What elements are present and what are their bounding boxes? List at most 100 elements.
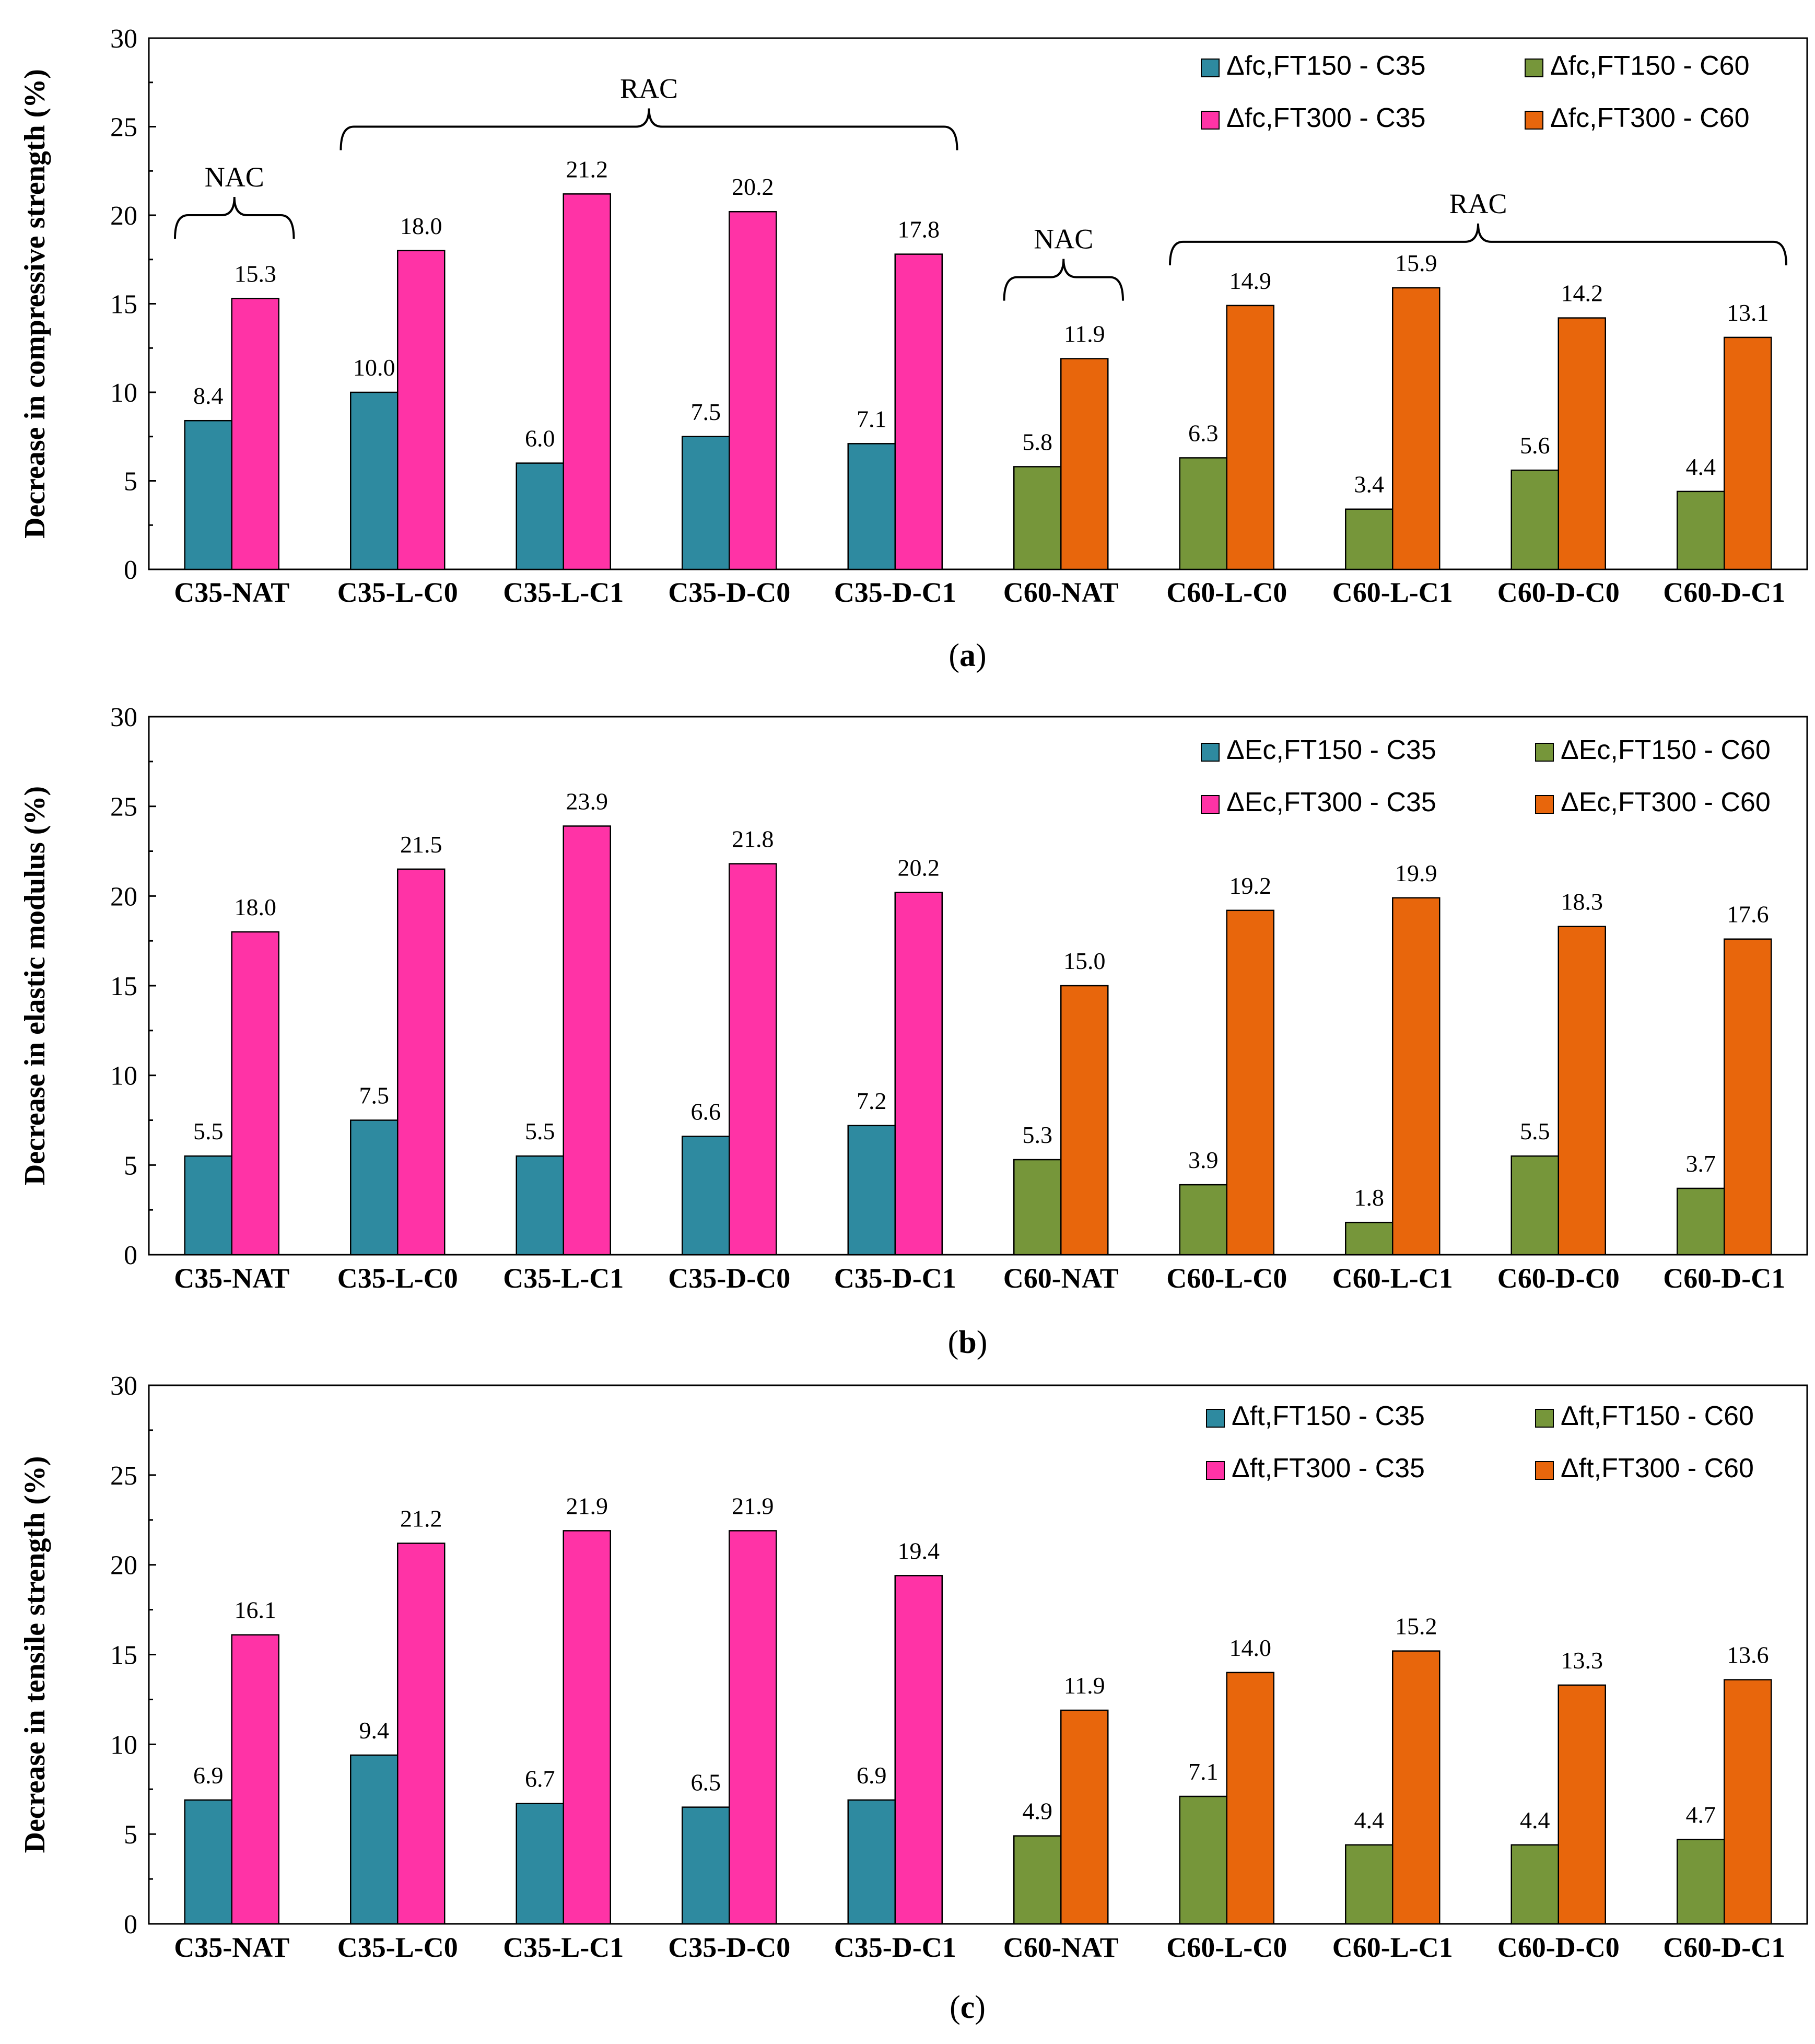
bar-ft150-c35-d-c0 — [682, 1136, 730, 1256]
bar-ft300-c60-d-c0 — [1558, 317, 1606, 570]
data-label-ft300: 19.4 — [898, 1537, 940, 1564]
x-tick-label: C60-L-C1 — [1332, 1932, 1453, 1963]
data-label-ft150: 6.6 — [691, 1098, 721, 1125]
x-tick-label: C60-L-C0 — [1166, 577, 1287, 608]
data-label-ft150: 7.2 — [857, 1088, 887, 1114]
x-tick-label: C60-D-C0 — [1497, 1932, 1620, 1963]
bar-ft300-c60-nat — [1060, 985, 1109, 1256]
bar-ft150-c35-nat — [184, 1799, 232, 1925]
data-label-ft150: 3.4 — [1354, 471, 1385, 498]
data-label-ft300: 21.8 — [732, 826, 774, 852]
data-label-ft150: 6.9 — [857, 1762, 887, 1789]
bar-ft300-c60-l-c1 — [1392, 897, 1441, 1256]
group-brace — [339, 108, 958, 150]
data-label-ft300: 11.9 — [1064, 321, 1105, 347]
x-tick-label: C60-L-C0 — [1166, 1263, 1287, 1294]
data-label-ft300: 13.1 — [1727, 299, 1769, 326]
data-label-ft300: 20.2 — [732, 173, 774, 200]
panel-label-letter: c — [961, 1990, 975, 2025]
x-tick-label: C60-L-C1 — [1332, 577, 1453, 608]
legend-entry: ΔEc,FT300 - C35 — [1226, 787, 1436, 817]
data-label-ft150: 7.1 — [857, 405, 887, 432]
y-tick-label: 0 — [124, 1910, 137, 1940]
data-label-ft300: 21.9 — [732, 1492, 774, 1519]
data-label-ft300: 14.0 — [1229, 1634, 1272, 1661]
data-label-ft300: 18.3 — [1561, 889, 1603, 915]
y-tick-label: 20 — [110, 201, 137, 231]
y-tick-label: 0 — [124, 1241, 137, 1270]
x-tick-label: C60-NAT — [1003, 1263, 1119, 1294]
panel-label-letter: a — [959, 638, 976, 673]
x-tick-label: C35-D-C0 — [668, 577, 790, 608]
panel-label-close: ) — [977, 1325, 988, 1360]
bar-ft150-c60-l-c1 — [1345, 1844, 1394, 1925]
bar-ft150-c35-l-c1 — [516, 1155, 564, 1256]
y-axis-label: Decrease in elastic modulus (%) — [19, 786, 51, 1185]
y-tick-label: 30 — [110, 24, 137, 54]
y-tick-label: 25 — [110, 792, 137, 822]
data-label-ft300: 17.8 — [898, 216, 940, 243]
data-label-ft300: 15.3 — [235, 260, 277, 287]
legend-swatch — [1201, 59, 1220, 77]
bar-ft300-c35-nat — [231, 298, 279, 570]
data-label-ft300: 16.1 — [235, 1597, 277, 1623]
legend-swatch — [1535, 795, 1554, 814]
x-tick-label: C35-L-C0 — [337, 1263, 458, 1294]
bar-ft150-c60-l-c0 — [1179, 1184, 1227, 1256]
x-tick-label: C35-D-C1 — [834, 1263, 956, 1294]
data-label-ft150: 4.9 — [1023, 1798, 1053, 1825]
data-label-ft150: 4.4 — [1354, 1807, 1385, 1833]
bar-ft300-c60-l-c0 — [1226, 305, 1274, 570]
data-label-ft150: 5.6 — [1520, 432, 1550, 459]
bar-ft150-c35-nat — [184, 1155, 232, 1256]
y-tick-label: 10 — [110, 378, 137, 408]
group-annotation: RAC — [620, 73, 678, 104]
data-label-ft150: 4.7 — [1686, 1801, 1716, 1828]
x-tick-label: C35-L-C1 — [503, 1263, 624, 1294]
bar-ft300-c35-l-c1 — [563, 193, 611, 570]
bar-ft300-c35-nat — [231, 931, 279, 1256]
bar-ft150-c35-nat — [184, 419, 232, 570]
bar-ft150-c35-l-c1 — [516, 462, 564, 570]
bar-ft150-c35-d-c1 — [847, 1799, 896, 1925]
y-tick-label: 25 — [110, 113, 137, 143]
data-label-ft150: 7.1 — [1188, 1758, 1219, 1785]
legend-entry: Δft,FT300 - C35 — [1232, 1453, 1425, 1484]
bar-ft300-c60-d-c1 — [1724, 336, 1772, 570]
data-label-ft150: 6.3 — [1188, 419, 1219, 446]
x-tick-label: C35-D-C0 — [668, 1932, 790, 1963]
bar-ft150-c35-l-c1 — [516, 1803, 564, 1925]
panel-label-open: ( — [948, 1325, 959, 1360]
bar-ft300-c35-d-c0 — [729, 211, 777, 570]
legend-swatch — [1535, 1409, 1554, 1428]
legend-entry: Δft,FT300 - C60 — [1561, 1453, 1754, 1484]
bar-ft150-c35-l-c0 — [350, 391, 399, 570]
data-label-ft300: 13.3 — [1561, 1647, 1603, 1674]
bar-ft300-c35-l-c1 — [563, 825, 611, 1256]
x-tick-label: C35-NAT — [174, 1932, 289, 1963]
data-label-ft300: 11.9 — [1064, 1672, 1105, 1699]
data-label-ft150: 5.5 — [525, 1118, 555, 1144]
bar-ft150-c60-d-c1 — [1677, 1839, 1725, 1925]
x-tick-label: C35-L-C0 — [337, 1932, 458, 1963]
x-tick-label: C60-D-C1 — [1663, 1263, 1785, 1294]
group-annotation: NAC — [1034, 224, 1093, 255]
x-tick-label: C35-L-C1 — [503, 577, 624, 608]
bar-ft150-c35-l-c0 — [350, 1754, 399, 1925]
data-label-ft300: 21.5 — [400, 831, 442, 858]
bar-ft300-c35-l-c0 — [397, 250, 446, 570]
bar-ft150-c60-l-c0 — [1179, 1795, 1227, 1925]
x-tick-label: C60-D-C1 — [1663, 1932, 1785, 1963]
data-label-ft150: 5.8 — [1023, 428, 1053, 455]
y-tick-label: 30 — [110, 703, 137, 732]
panel-label: (a) — [949, 638, 986, 673]
legend-entry: Δfc,FT300 - C35 — [1226, 103, 1426, 133]
y-axis-label: Decrease in compressive strength (%) — [19, 69, 51, 539]
bar-ft300-c35-d-c1 — [894, 892, 943, 1256]
y-tick-label: 15 — [110, 290, 137, 320]
data-label-ft300: 21.2 — [566, 156, 608, 182]
panel-label-open: ( — [950, 1990, 961, 2025]
panel-label-letter: b — [958, 1325, 976, 1360]
bar-ft300-c35-l-c1 — [563, 1530, 611, 1925]
data-label-ft150: 7.5 — [691, 399, 721, 425]
